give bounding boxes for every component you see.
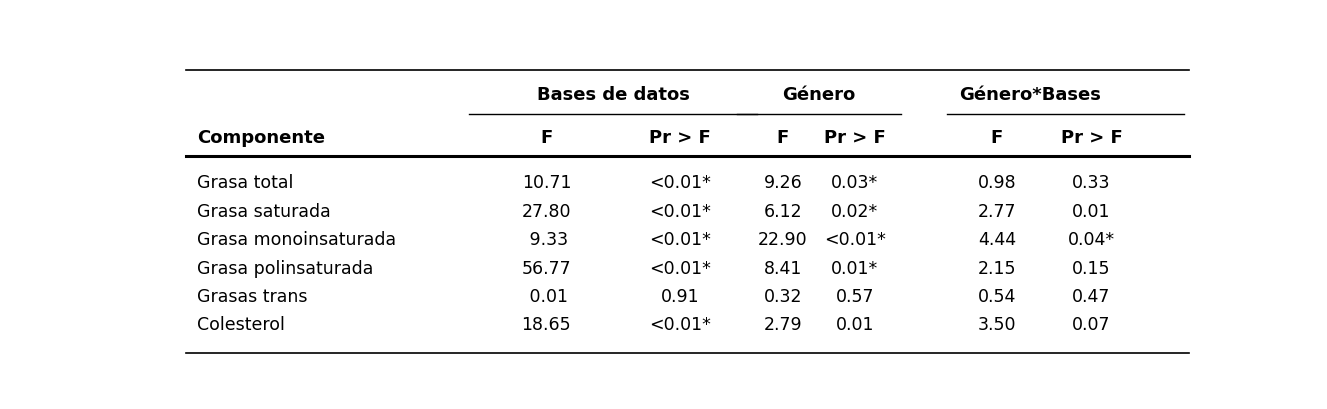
- Text: 0.57: 0.57: [836, 287, 874, 305]
- Text: 0.33: 0.33: [1072, 174, 1111, 192]
- Text: 10.71: 10.71: [522, 174, 571, 192]
- Text: F: F: [776, 128, 790, 146]
- Text: <0.01*: <0.01*: [649, 231, 711, 249]
- Text: Grasa polinsaturada: Grasa polinsaturada: [196, 259, 373, 277]
- Text: Grasa monoinsaturada: Grasa monoinsaturada: [196, 231, 395, 249]
- Text: 18.65: 18.65: [522, 316, 571, 334]
- Text: 6.12: 6.12: [763, 202, 803, 220]
- Text: 0.01: 0.01: [836, 316, 874, 334]
- Text: <0.01*: <0.01*: [649, 316, 711, 334]
- Text: 3.50: 3.50: [978, 316, 1016, 334]
- Text: <0.01*: <0.01*: [649, 259, 711, 277]
- Text: 9.33: 9.33: [524, 231, 568, 249]
- Text: 2.15: 2.15: [978, 259, 1016, 277]
- Text: <0.01*: <0.01*: [824, 231, 886, 249]
- Text: 0.03*: 0.03*: [831, 174, 878, 192]
- Text: 0.54: 0.54: [978, 287, 1016, 305]
- Text: Pr > F: Pr > F: [824, 128, 886, 146]
- Text: 0.01*: 0.01*: [831, 259, 878, 277]
- Text: Género*Bases: Género*Bases: [959, 86, 1100, 104]
- Text: 2.77: 2.77: [978, 202, 1016, 220]
- Text: Bases de datos: Bases de datos: [537, 86, 690, 104]
- Text: 0.01: 0.01: [524, 287, 568, 305]
- Text: <0.01*: <0.01*: [649, 202, 711, 220]
- Text: 2.79: 2.79: [763, 316, 803, 334]
- Text: 0.15: 0.15: [1072, 259, 1111, 277]
- Text: 22.90: 22.90: [758, 231, 808, 249]
- Text: 0.47: 0.47: [1072, 287, 1111, 305]
- Text: F: F: [991, 128, 1003, 146]
- Text: Pr > F: Pr > F: [1060, 128, 1123, 146]
- Text: 0.01: 0.01: [1072, 202, 1111, 220]
- Text: 8.41: 8.41: [764, 259, 802, 277]
- Text: 0.04*: 0.04*: [1068, 231, 1115, 249]
- Text: 27.80: 27.80: [522, 202, 571, 220]
- Text: <0.01*: <0.01*: [649, 174, 711, 192]
- Text: Componente: Componente: [196, 128, 325, 146]
- Text: F: F: [540, 128, 552, 146]
- Text: 0.07: 0.07: [1072, 316, 1111, 334]
- Text: 0.32: 0.32: [763, 287, 803, 305]
- Text: 0.91: 0.91: [661, 287, 699, 305]
- Text: 4.44: 4.44: [978, 231, 1016, 249]
- Text: Grasa total: Grasa total: [196, 174, 293, 192]
- Text: Grasas trans: Grasas trans: [196, 287, 308, 305]
- Text: 56.77: 56.77: [522, 259, 571, 277]
- Text: 0.02*: 0.02*: [831, 202, 878, 220]
- Text: Pr > F: Pr > F: [649, 128, 711, 146]
- Text: Colesterol: Colesterol: [196, 316, 284, 334]
- Text: Género: Género: [783, 86, 856, 104]
- Text: 9.26: 9.26: [763, 174, 803, 192]
- Text: Grasa saturada: Grasa saturada: [196, 202, 330, 220]
- Text: 0.98: 0.98: [978, 174, 1016, 192]
